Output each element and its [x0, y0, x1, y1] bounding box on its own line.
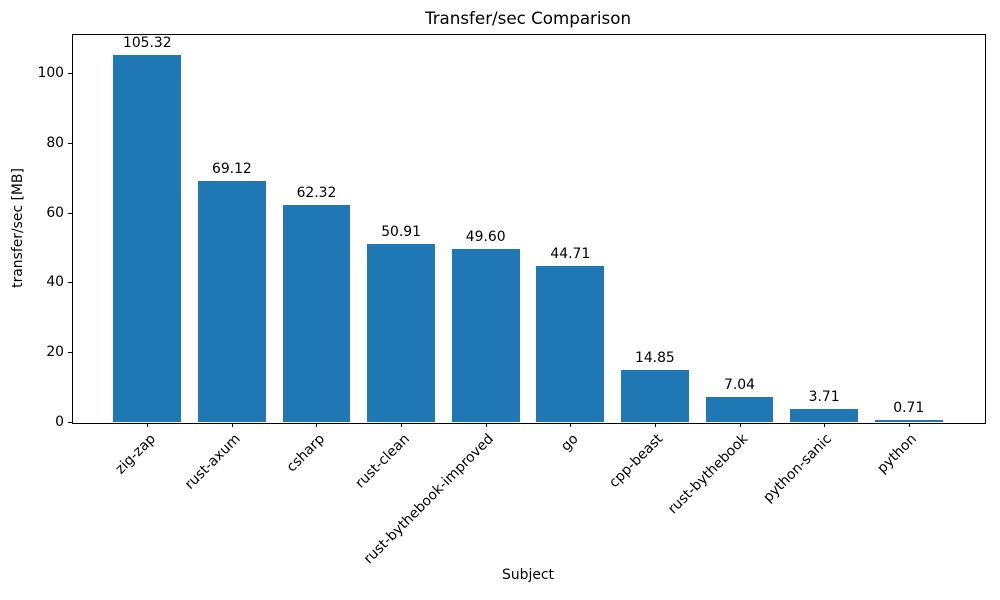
bar-value-label: 7.04: [724, 377, 755, 394]
x-tick-mark: [147, 423, 149, 427]
y-tick-mark: [68, 73, 72, 75]
y-tick-mark: [68, 352, 72, 354]
chart-title: Transfer/sec Comparison: [424, 8, 632, 28]
x-tick-label-python: python: [874, 431, 921, 477]
bar-value-label: 44.71: [550, 245, 591, 262]
bar-value-label: 14.85: [635, 350, 675, 367]
bar-cpp-beast: [621, 370, 689, 422]
y-tick-label: 0: [55, 414, 64, 430]
y-tick-label: 40: [46, 274, 64, 291]
x-tick-mark: [908, 423, 910, 427]
bar-rust-axum: [198, 180, 266, 422]
bar-value-label: 0.71: [893, 399, 925, 416]
x-tick-mark: [654, 423, 656, 427]
bar-python: [874, 419, 943, 422]
x-tick-mark: [570, 423, 572, 427]
x-tick-mark: [401, 423, 403, 427]
y-axis-label: transfer/sec [MB]: [10, 168, 26, 288]
bar-csharp: [282, 204, 351, 422]
x-tick-label-zig-zap: zig-zap: [112, 431, 159, 478]
bar-rust-clean: [367, 244, 435, 422]
x-tick-label-rust-axum: rust-axum: [181, 431, 244, 493]
x-tick-label-python-sanic: python-sanic: [760, 431, 836, 506]
y-tick-mark: [68, 422, 72, 423]
y-tick-mark: [68, 282, 72, 284]
bar-value-label: 105.32: [122, 34, 172, 51]
x-tick-label-cpp-beast: cpp-beast: [606, 431, 667, 491]
x-tick-label-csharp: csharp: [283, 431, 328, 476]
x-tick-label-rust-bythebook: rust-bythebook: [664, 431, 751, 518]
bar-python-sanic: [790, 409, 858, 422]
bar-value-label: 3.71: [808, 389, 840, 406]
y-tick-mark: [68, 212, 72, 214]
x-tick-label-go: go: [558, 431, 582, 455]
bar-value-label: 62.32: [296, 184, 337, 201]
x-tick-mark: [231, 423, 233, 427]
bar-zig-zap: [113, 54, 182, 422]
y-tick-label: 60: [46, 204, 64, 221]
x-tick-label-rust-clean: rust-clean: [351, 431, 413, 492]
x-axis-label: Subject: [502, 567, 554, 583]
y-tick-label: 20: [46, 344, 64, 361]
bar-go: [536, 265, 605, 422]
bar-rust-bythebook-improved: [451, 248, 520, 422]
bar-rust-bythebook: [705, 397, 774, 422]
bar-value-label: 50.91: [381, 224, 421, 241]
y-tick-label: 80: [46, 134, 64, 151]
bar-value-label: 69.12: [212, 160, 252, 177]
x-tick-mark: [824, 423, 826, 427]
bar-value-label: 49.60: [465, 228, 506, 245]
x-tick-mark: [739, 423, 741, 427]
x-tick-mark: [485, 423, 487, 427]
y-tick-mark: [68, 142, 72, 144]
y-tick-label: 100: [37, 65, 64, 82]
x-tick-mark: [316, 423, 318, 427]
